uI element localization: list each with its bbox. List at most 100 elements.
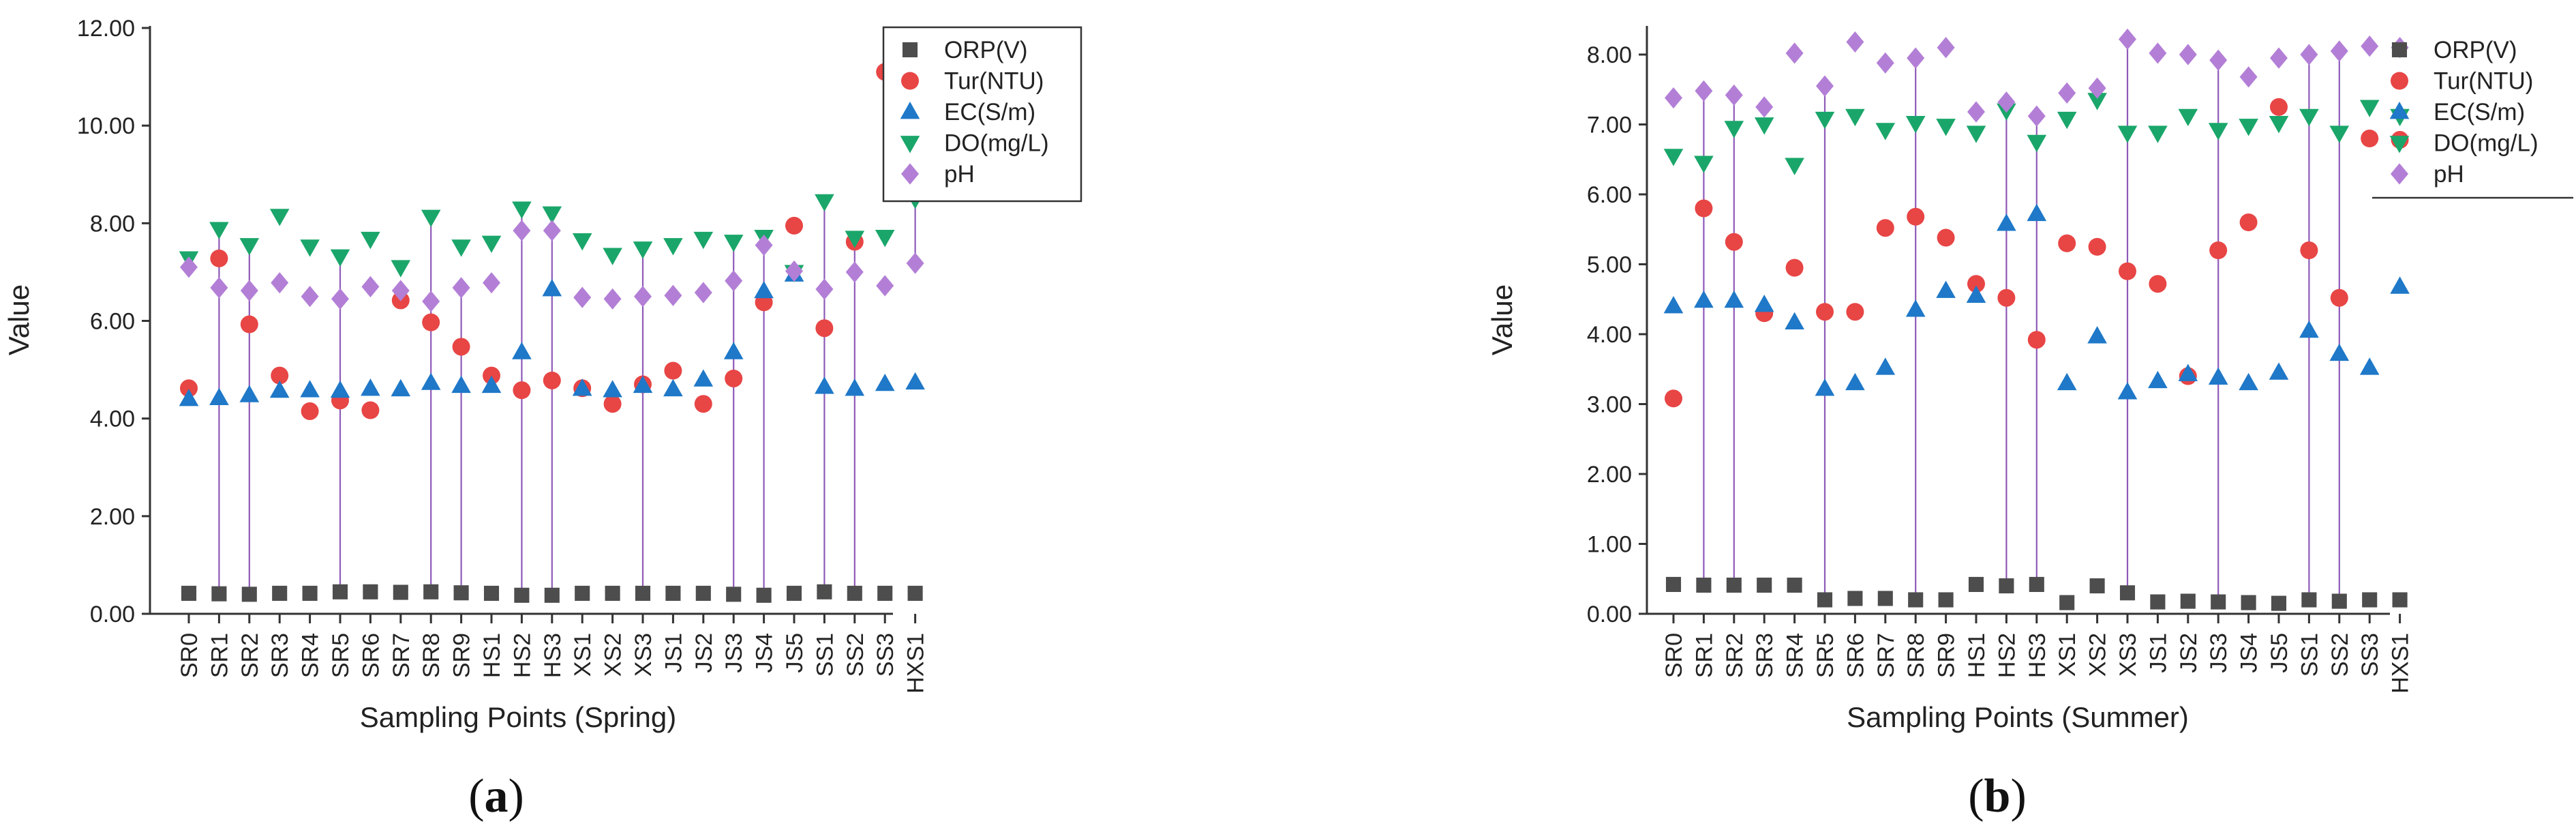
data-point-ec [1663, 296, 1684, 314]
data-point-ec [300, 380, 320, 398]
x-ticks-a: SR0 SR1 SR2 SR3 SR4 SR5 SR6 SR7 SR8 SR9 HS1 HS2 HS3 X… [177, 614, 929, 694]
data-point-do [391, 260, 411, 278]
data-point-orp [2241, 595, 2256, 610]
data-point-tur [452, 338, 470, 356]
data-point-tur [422, 313, 440, 331]
legend-marker-do [2389, 136, 2410, 153]
data-point-do [875, 229, 895, 248]
x-tick-label: SS1 [2297, 633, 2322, 677]
y-tick-label: 0.00 [90, 602, 135, 627]
data-point-tur [2209, 241, 2228, 259]
data-point-ec [391, 379, 411, 397]
x-tick-label: JS3 [721, 633, 747, 673]
data-point-do [2027, 134, 2047, 153]
x-tick-label: SR1 [1691, 633, 1717, 678]
data-point-ec [1936, 280, 1956, 298]
data-point-ph [240, 280, 258, 301]
data-point-orp [756, 587, 772, 603]
data-point-orp [665, 585, 681, 601]
x-tick-label: SR5 [328, 633, 354, 678]
x-tick-label: XS2 [2085, 633, 2111, 677]
legend-label-orp: ORP(V) [2434, 37, 2517, 63]
data-point-ph [876, 275, 894, 297]
x-tick-label: SS2 [843, 633, 868, 677]
data-point-ec [905, 372, 925, 390]
data-point-orp [363, 584, 378, 599]
data-point-do [2269, 116, 2289, 134]
data-point-tur [180, 379, 198, 398]
legend-label-ec: EC(S/m) [944, 99, 1035, 125]
data-point-ph [1846, 31, 1864, 53]
x-tick-label: HS2 [509, 633, 535, 678]
data-point-ec [1724, 290, 1744, 308]
x-tick-label: SR8 [419, 633, 444, 678]
data-point-ph [1907, 47, 1925, 69]
data-point-ec [663, 379, 683, 397]
data-point-tur [603, 395, 622, 413]
legend-marker-do [900, 136, 920, 153]
data-point-tur [301, 402, 319, 420]
x-tick-label: JS4 [2237, 633, 2262, 673]
data-point-ec [2148, 370, 2168, 389]
data-point-do [2329, 125, 2350, 143]
x-tick-label: HS1 [479, 633, 505, 678]
data-point-orp [2150, 594, 2166, 610]
data-point-ec [2057, 372, 2077, 391]
data-point-tur [1997, 288, 2016, 307]
data-point-ec [451, 375, 471, 394]
data-point-ph [1785, 42, 1804, 64]
data-point-ph [2088, 77, 2106, 99]
data-point-tur [2149, 275, 2167, 293]
data-point-orp [1665, 576, 1682, 592]
x-tick-label: JS5 [2267, 633, 2292, 673]
data-point-orp [332, 584, 348, 599]
data-point-ph [513, 220, 531, 241]
y-tick-label: 3.00 [1587, 392, 1632, 418]
data-point-ec [179, 389, 199, 406]
data-point-orp [544, 587, 560, 603]
data-point-do [663, 238, 683, 256]
x-tick-label: SR0 [1661, 633, 1687, 678]
data-point-ec [1815, 379, 1835, 396]
y-tick-label: 5.00 [1587, 252, 1632, 278]
y-tick-label: 4.00 [90, 406, 135, 432]
stem-lines-a [218, 130, 916, 595]
data-point-orp [1938, 592, 1954, 608]
y-ticks-b: 0.00 1.00 2.00 3.00 4.00 5.00 6.00 7.00 8.00 [1587, 42, 1647, 627]
y-tick-label: 1.00 [1587, 532, 1632, 558]
data-point-ph [2330, 40, 2348, 62]
data-point-do [2299, 108, 2319, 127]
data-point-orp [2119, 585, 2136, 601]
data-point-orp [423, 584, 439, 599]
data-point-ph [543, 220, 561, 241]
data-point-do [481, 235, 502, 253]
series-orp [181, 584, 923, 603]
legend-a: ORP(V) Tur(NTU) EC(S/m) DO(mg/L) pH [882, 26, 1082, 203]
legend-marker-ph [2391, 163, 2408, 185]
data-point-ec [603, 380, 622, 398]
data-point-ph [2027, 105, 2046, 127]
data-point-ec [2269, 362, 2289, 380]
data-point-ph [2179, 44, 2197, 65]
x-axis-title-b: Sampling Points (Summer) [1847, 701, 2189, 733]
data-point-do [723, 235, 744, 252]
data-point-orp [726, 587, 742, 602]
x-tick-label: SR9 [1934, 633, 1960, 678]
data-point-ph [664, 284, 682, 306]
data-point-ec [2359, 357, 2380, 375]
data-point-orp [1696, 577, 1712, 593]
data-point-ec [1694, 290, 1714, 308]
x-tick-label: SR7 [1873, 633, 1899, 678]
data-point-do [1663, 149, 1684, 166]
y-tick-label: 2.00 [90, 504, 135, 530]
data-point-tur [1725, 233, 1743, 251]
data-point-tur [2270, 98, 2288, 116]
legend-label-tur: Tur(NTU) [2434, 68, 2533, 95]
x-tick-label: SR6 [1843, 633, 1868, 678]
y-tick-label: 8.00 [90, 211, 135, 237]
data-point-orp [907, 585, 923, 601]
x-ticks-b: SR0 SR1 SR2 SR3 SR4 SR5 SR6 SR7 SR8 SR9 HS1 HS2 HS3 X… [1661, 614, 2414, 694]
data-point-tur [1665, 389, 1682, 408]
data-point-do [845, 231, 865, 248]
data-point-orp [605, 585, 620, 601]
